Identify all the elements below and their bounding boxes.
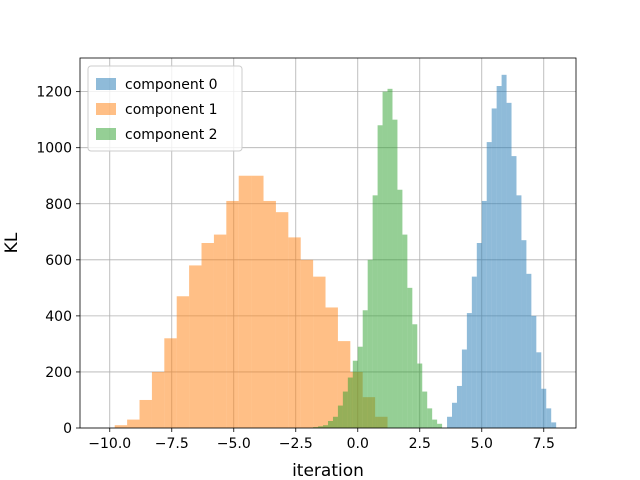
histogram-bar [323, 425, 328, 428]
histogram-bar [422, 391, 428, 428]
histogram-bar [551, 422, 557, 428]
histogram-bar [313, 276, 326, 428]
legend-label: component 0 [125, 77, 218, 93]
histogram-bar [546, 408, 552, 428]
histogram-bar [201, 243, 214, 428]
histogram-bar [427, 408, 433, 428]
histogram-bar [437, 423, 443, 428]
histogram-bar [541, 388, 547, 428]
axis-ticks: −10.0 −7.5 −5.0 −2.5 0.0 2.5 5.0 7.5 0 200 400 600 8… [36, 85, 555, 452]
histogram-bar [114, 425, 128, 428]
histogram-bar [176, 296, 190, 428]
histogram-bar [288, 237, 301, 428]
x-tick-label: 0.0 [347, 436, 369, 452]
histogram-bar [486, 142, 492, 428]
histogram-bar [347, 377, 353, 428]
histogram-bar [481, 200, 487, 428]
histogram-bar [471, 276, 477, 428]
histogram-bar [516, 195, 522, 428]
histogram-bar [263, 200, 276, 428]
y-tick-label: 1000 [36, 141, 72, 157]
x-tick-label: 2.5 [409, 436, 431, 452]
histogram-bar [526, 273, 532, 428]
histogram-bar [367, 259, 373, 428]
histogram-bar [447, 416, 452, 428]
histogram-bar [300, 259, 314, 428]
legend-box [87, 65, 243, 152]
y-axis-label: KL [2, 232, 22, 253]
x-tick-label: −10.0 [88, 436, 131, 452]
histogram-bar [372, 195, 378, 428]
legend-swatch [96, 78, 116, 90]
series-0-bars [447, 74, 557, 429]
x-axis-label: iteration [292, 461, 364, 480]
histogram-bar [275, 212, 289, 428]
histogram-bar [337, 405, 343, 428]
x-tick-label: 7.5 [533, 436, 555, 452]
x-tick-label: −7.5 [155, 436, 189, 452]
histogram-bar [412, 324, 418, 428]
histogram-bar [127, 419, 140, 428]
series-2-bars [313, 88, 443, 429]
histogram-bar [506, 102, 512, 429]
histogram-bar [466, 313, 472, 428]
legend-swatch [96, 103, 116, 115]
histogram-bar [328, 420, 333, 428]
x-tick-label: 5.0 [471, 436, 493, 452]
histogram-bar [382, 91, 388, 429]
histogram-bars [114, 74, 557, 429]
histogram-bar [164, 338, 177, 428]
histogram-bar [452, 402, 457, 428]
y-tick-label: 600 [45, 253, 72, 269]
legend-label: component 2 [125, 127, 218, 143]
histogram-bar [402, 234, 408, 428]
histogram-bar [392, 119, 398, 429]
y-tick-label: 800 [45, 197, 72, 213]
y-tick-label: 200 [45, 365, 72, 381]
histogram-bar [397, 189, 403, 428]
y-tick-label: 1200 [36, 85, 72, 101]
histogram-bar [226, 200, 239, 428]
histogram-bar [511, 156, 517, 428]
histogram-bar [417, 363, 423, 428]
histogram-bar [318, 426, 324, 428]
histogram-bar [352, 360, 358, 428]
histogram-bar [501, 74, 507, 429]
y-tick-label: 400 [45, 309, 72, 325]
histogram-bar [536, 352, 542, 428]
legend-label: component 1 [125, 102, 218, 118]
histogram-bar [476, 243, 482, 428]
histogram-bar [521, 240, 527, 428]
histogram-bar [407, 287, 413, 428]
plot-frame [79, 57, 577, 429]
histogram-bar [151, 371, 165, 428]
histogram-bar [332, 416, 338, 428]
histogram-bar [357, 346, 363, 428]
histogram-bar [313, 427, 319, 428]
histogram-bar [238, 175, 252, 428]
legend-swatch [96, 128, 116, 140]
histogram-bar [387, 88, 393, 428]
histogram-bar [456, 385, 462, 428]
histogram-bar [362, 310, 368, 428]
histogram-bar [432, 419, 438, 428]
histogram-bar [496, 86, 502, 428]
series-1-bars [114, 175, 388, 428]
histogram-bar [189, 265, 202, 428]
x-tick-label: −5.0 [217, 436, 251, 452]
histogram-bar [325, 307, 338, 428]
histogram-bar [139, 399, 152, 428]
histogram-bar [342, 391, 348, 428]
histogram-bar [213, 234, 227, 428]
y-tick-label: 0 [63, 421, 72, 437]
histogram-bar [531, 315, 537, 428]
x-tick-label: −2.5 [279, 436, 313, 452]
histogram-bar [377, 125, 383, 428]
legend: component 0 component 1 component 2 [87, 65, 243, 152]
histogram-bar [491, 108, 497, 429]
histogram-bar [251, 175, 264, 428]
histogram-bar [461, 349, 467, 428]
